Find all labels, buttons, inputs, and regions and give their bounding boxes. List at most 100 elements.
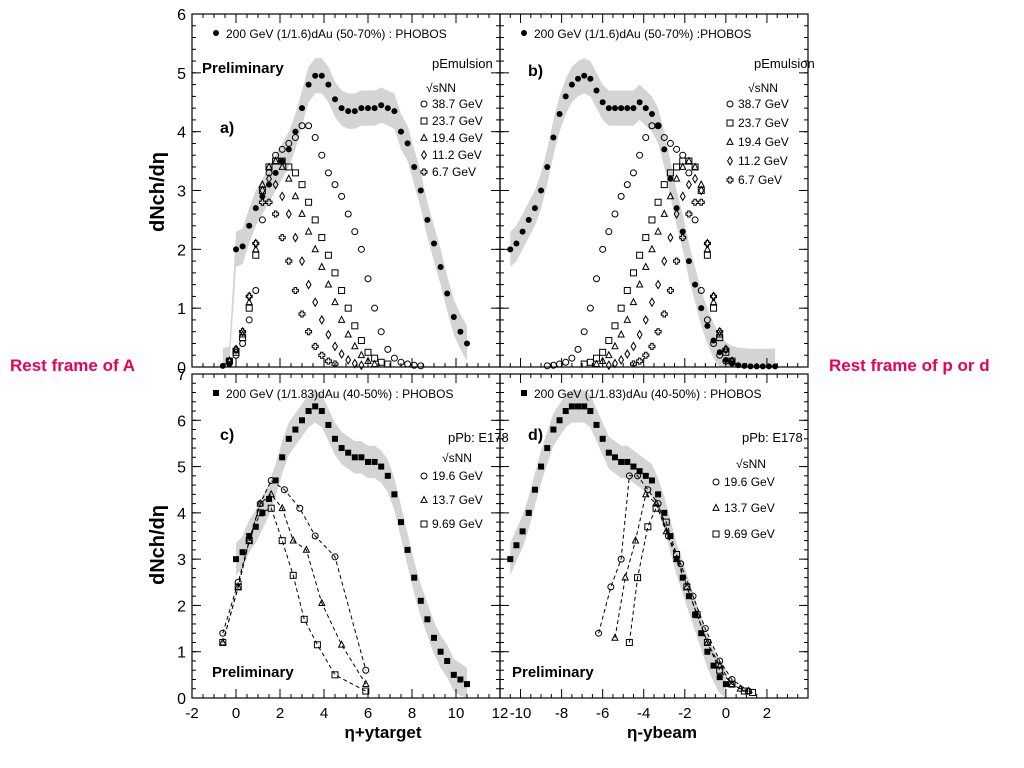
reference-point (424, 616, 431, 623)
panel-label: a) (220, 120, 234, 137)
reference-legend-marker (213, 30, 219, 36)
reference-point (667, 175, 674, 182)
data-point (232, 348, 240, 356)
side-label-left: Rest frame of A (10, 356, 136, 375)
reference-point (450, 671, 457, 678)
reference-point (384, 472, 391, 479)
reference-point (593, 421, 600, 428)
data-point (350, 341, 359, 350)
reference-legend-label: 200 GeV (1/1.83)dAu (40-50%) : PHOBOS (226, 387, 453, 401)
y-tick-label: 3 (177, 184, 186, 201)
axis-titles: dNch/dη dNch/dη η+ytarget η-ybeam (147, 152, 697, 742)
legend-entry: 38.7 GeV (432, 97, 483, 111)
legend-marker (420, 495, 428, 503)
data-point (272, 179, 279, 190)
side-label-right: Rest frame of p or d (829, 356, 990, 375)
reference-point (698, 630, 705, 637)
y-tick-label: 4 (177, 506, 186, 523)
y-tick-label: 6 (177, 7, 186, 24)
reference-point (722, 681, 729, 688)
data-point (362, 687, 370, 695)
data-point (679, 191, 686, 202)
data-point (703, 251, 711, 259)
reference-point (507, 556, 514, 563)
data-point (703, 638, 711, 646)
data-point (318, 234, 326, 242)
reference-point (417, 597, 424, 604)
reference-point (605, 449, 612, 456)
data-point (278, 234, 286, 242)
data-point (338, 192, 346, 200)
data-point (599, 348, 607, 356)
data-point (740, 687, 748, 695)
data-point (611, 341, 619, 350)
data-point (245, 304, 253, 312)
legend-title: pEmulsion (754, 56, 815, 71)
data-point (662, 526, 671, 535)
reference-point (562, 93, 569, 100)
reference-point (685, 258, 692, 265)
data-point (634, 574, 642, 582)
reference-point (513, 240, 520, 247)
data-point (672, 174, 681, 182)
data-point (691, 162, 699, 170)
data-point (629, 169, 637, 177)
data-point (631, 536, 640, 544)
x-tick-label: -8 (555, 705, 568, 722)
data-point (285, 163, 293, 171)
data-point (298, 209, 306, 217)
data-point (629, 269, 637, 277)
reference-point (661, 146, 668, 153)
reference-point (325, 421, 332, 428)
data-point (331, 671, 339, 679)
data-point (636, 251, 644, 259)
legend-entry: 19.6 GeV (724, 475, 775, 489)
data-point (289, 571, 297, 579)
y-tick-label: 1 (177, 301, 186, 318)
reference-point (648, 111, 655, 118)
legend-entry: 19.4 GeV (738, 135, 789, 149)
data-point (278, 537, 286, 545)
data-point (291, 191, 300, 200)
reference-point (538, 187, 545, 194)
reference-point (332, 435, 338, 442)
data-point (251, 244, 260, 253)
data-point (648, 342, 656, 350)
data-point (648, 216, 656, 224)
data-point (357, 337, 365, 345)
reference-legend-marker (213, 390, 219, 396)
data-point (683, 583, 691, 591)
series-circle (595, 472, 752, 695)
reference-point (630, 463, 637, 470)
data-point (617, 192, 625, 200)
data-point (605, 360, 612, 371)
legend-subtitle: √sNN (736, 457, 766, 471)
x-tick-label: 6 (364, 705, 372, 722)
annotation: Preliminary (202, 60, 284, 77)
series-line (222, 479, 367, 671)
data-point (660, 181, 668, 189)
reference-point (266, 181, 272, 188)
legend-entry: 9.69 GeV (432, 517, 483, 531)
data-point (691, 198, 699, 206)
reference-point (618, 105, 625, 112)
reference-point (611, 454, 618, 461)
data-point (642, 351, 650, 359)
data-point (685, 210, 693, 218)
data-point (311, 532, 319, 540)
data-point (298, 310, 306, 318)
data-point (691, 216, 699, 224)
legend-marker (420, 133, 428, 141)
data-point (728, 680, 736, 688)
data-point (661, 256, 668, 267)
reference-point (358, 454, 365, 461)
reference-point (464, 681, 470, 688)
reference-point (312, 72, 319, 79)
data-point (351, 228, 359, 236)
data-point (239, 328, 247, 336)
data-point (623, 181, 631, 189)
legend-marker (726, 119, 734, 127)
y-axis-label-bottom: dNch/dη (147, 505, 169, 585)
data-point (291, 287, 299, 295)
data-point (562, 358, 570, 366)
